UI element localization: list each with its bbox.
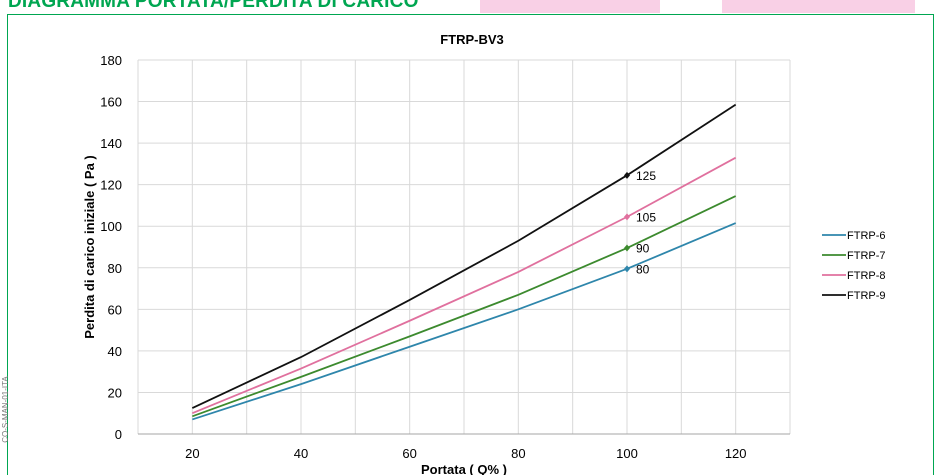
data-point-marker: [624, 213, 630, 221]
chart-frame: [7, 14, 934, 475]
data-point-marker: [624, 265, 630, 273]
y-tick-label: 80: [108, 261, 122, 276]
legend-label: FTRP-7: [847, 250, 886, 262]
chart-title: FTRP-BV3: [440, 32, 504, 47]
series-line-ftrp-6: [192, 222, 737, 421]
data-point-marker: [624, 244, 630, 252]
legend-label: FTRP-9: [847, 290, 886, 302]
y-tick-label: 160: [100, 95, 122, 110]
series-line-ftrp-9: [191, 103, 737, 409]
y-tick-label: 20: [108, 385, 122, 400]
x-tick-label: 120: [725, 446, 747, 461]
y-tick-label: 180: [100, 53, 122, 68]
header-pink-block-right: [722, 0, 915, 13]
data-label: 125: [636, 169, 656, 183]
y-tick-label: 0: [115, 427, 122, 442]
x-axis-label: Portata ( Q% ): [421, 462, 507, 475]
header-pink-block-left: [480, 0, 660, 13]
y-tick-label: 60: [108, 302, 122, 317]
x-tick-label: 40: [294, 446, 308, 461]
y-tick-label: 40: [108, 344, 122, 359]
data-label: 80: [636, 262, 650, 276]
series-line-ftrp-7: [192, 195, 737, 418]
x-tick-label: 80: [511, 446, 525, 461]
legend-label: FTRP-6: [847, 230, 886, 242]
header-bar: DIAGRAMMA PORTATA/PERDITA DI CARICO: [0, 0, 940, 14]
x-tick-label: 60: [402, 446, 416, 461]
y-tick-label: 140: [100, 136, 122, 151]
data-label: 105: [636, 210, 656, 224]
legend-label: FTRP-8: [847, 270, 886, 282]
series-line-ftrp-8: [191, 156, 737, 415]
x-tick-label: 20: [185, 446, 199, 461]
data-label: 90: [636, 242, 650, 256]
y-tick-label: 120: [100, 178, 122, 193]
y-axis-label: Perdita di carico iniziale ( Pa ): [82, 155, 97, 339]
page-title: DIAGRAMMA PORTATA/PERDITA DI CARICO: [8, 0, 419, 12]
x-tick-label: 100: [616, 446, 638, 461]
data-point-marker: [624, 171, 630, 179]
y-tick-label: 100: [100, 219, 122, 234]
